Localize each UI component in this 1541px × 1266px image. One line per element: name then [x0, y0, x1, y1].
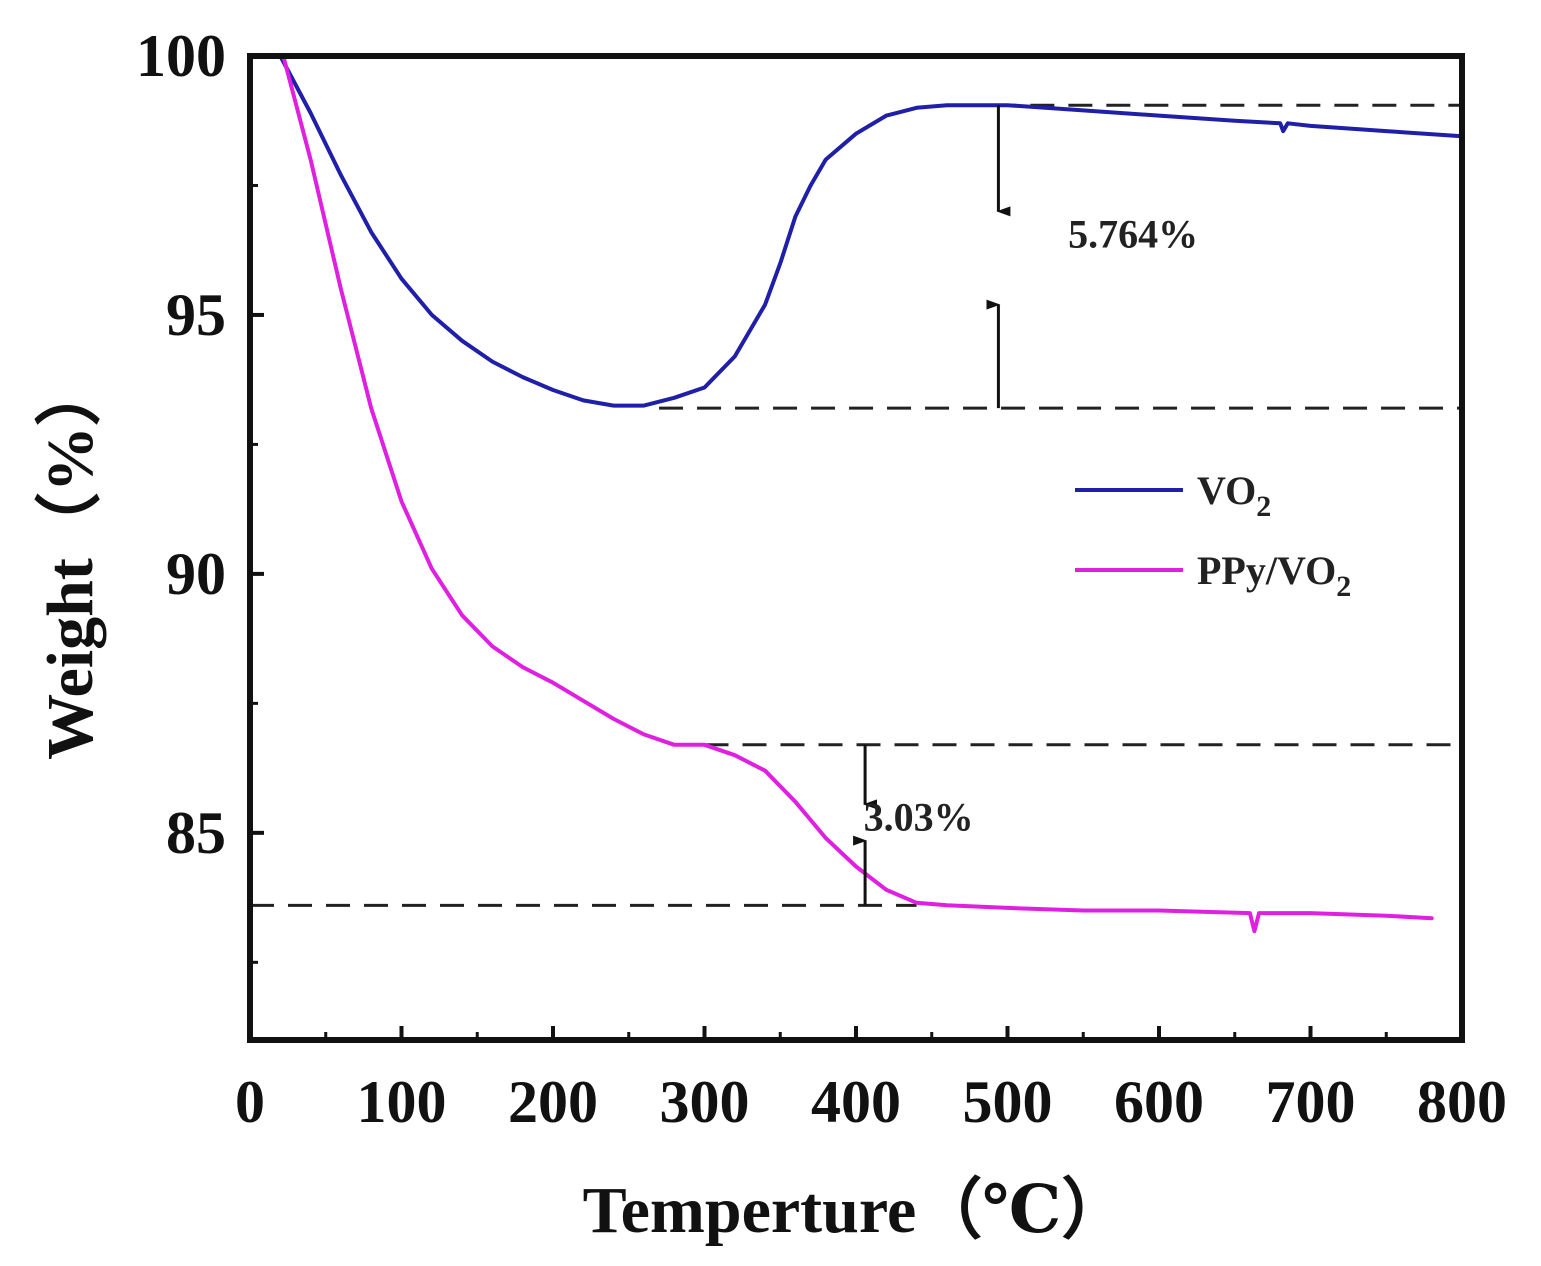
y-tick-label: 90 — [166, 541, 226, 607]
x-tick-label: 100 — [357, 1069, 447, 1135]
y-tick-label: 85 — [166, 800, 226, 866]
legend-label-vo2: VO2 — [1197, 468, 1271, 523]
y-tick-label: 95 — [166, 282, 226, 348]
x-tick-label: 300 — [660, 1069, 750, 1135]
x-tick-label: 500 — [963, 1069, 1053, 1135]
reference-lines — [250, 103, 1462, 907]
annotation-label: 5.764% — [1068, 212, 1198, 257]
series-layer — [278, 54, 1464, 934]
x-axis-ticks: 0 100 200 300 400 500 600 700 800 — [235, 1026, 1507, 1135]
series-line-vo2 — [278, 54, 1464, 408]
y-tick-label: 100 — [136, 23, 226, 89]
series-line-ppy-vo2 — [281, 54, 1434, 934]
legend-label-ppy-vo2: PPy/VO2 — [1197, 548, 1351, 603]
arrows-layer — [853, 105, 1011, 906]
x-tick-label: 0 — [235, 1069, 265, 1135]
legend: VO2 PPy/VO2 — [1075, 468, 1351, 603]
y-axis-title: Weight（%） — [33, 360, 107, 760]
annotations: 5.764% 3.03% — [864, 212, 1199, 840]
annotation-label: 3.03% — [864, 794, 974, 839]
y-axis-ticks: 85 90 95 100 — [136, 23, 264, 964]
x-tick-label: 200 — [508, 1069, 598, 1135]
x-tick-label: 400 — [811, 1069, 901, 1135]
x-tick-label: 800 — [1417, 1069, 1507, 1135]
x-tick-label: 600 — [1114, 1069, 1204, 1135]
x-axis-title: Temperture（℃） — [583, 1173, 1128, 1247]
x-tick-label: 700 — [1266, 1069, 1356, 1135]
